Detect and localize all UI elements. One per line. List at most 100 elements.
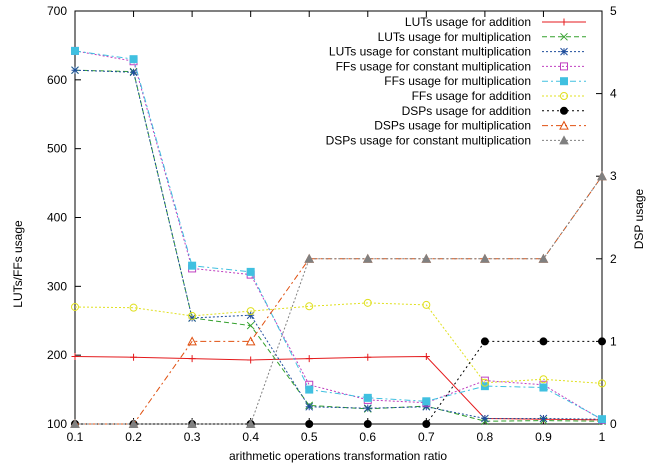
series-line bbox=[75, 175, 603, 425]
data-point bbox=[129, 68, 138, 77]
legend-entry: DSPs usage for addition bbox=[402, 104, 586, 118]
legend-entry: DSPs usage for multiplication bbox=[374, 119, 586, 133]
y-left-tick-label: 200 bbox=[47, 348, 67, 362]
data-point bbox=[560, 47, 568, 56]
data-point bbox=[188, 314, 196, 322]
y-left-tick-label: 300 bbox=[47, 279, 67, 293]
legend-label: FFs usage for multiplication bbox=[384, 74, 531, 88]
data-point bbox=[188, 311, 197, 320]
data-point bbox=[480, 378, 489, 387]
x-tick-label: 0.1 bbox=[67, 430, 84, 444]
y-right-tick-label: 2 bbox=[610, 252, 617, 266]
data-point bbox=[538, 253, 549, 263]
legend-label: FFs usage for addition bbox=[412, 89, 531, 103]
data-point bbox=[305, 302, 314, 311]
data-point bbox=[129, 303, 138, 312]
data-point bbox=[539, 383, 548, 392]
series-line bbox=[75, 340, 602, 425]
series-7 bbox=[71, 337, 606, 428]
y-left-tick-label: 700 bbox=[47, 4, 67, 18]
data-point bbox=[362, 253, 373, 263]
data-point bbox=[246, 321, 255, 330]
data-point bbox=[245, 336, 256, 346]
data-point bbox=[363, 393, 372, 402]
data-point bbox=[539, 414, 548, 423]
series-8 bbox=[70, 171, 607, 428]
x-tick-label: 0.2 bbox=[125, 430, 142, 444]
data-point bbox=[246, 267, 255, 276]
data-point bbox=[128, 418, 139, 428]
y-left-tick-label: 500 bbox=[47, 142, 67, 156]
x-tick-label: 0.6 bbox=[359, 430, 376, 444]
legend-entry: FFs usage for addition bbox=[412, 89, 586, 103]
legend-entry: LUTs usage for constant multiplication bbox=[329, 45, 586, 59]
data-point bbox=[560, 18, 568, 26]
data-point bbox=[559, 135, 569, 145]
legend-entry: LUTs usage for multiplication bbox=[378, 30, 586, 44]
data-point bbox=[246, 311, 255, 320]
series-lines bbox=[70, 46, 607, 428]
y-right-tick-label: 4 bbox=[610, 87, 617, 101]
data-point bbox=[71, 302, 79, 311]
data-point bbox=[422, 397, 431, 406]
legend-entry: FFs usage for multiplication bbox=[384, 74, 586, 88]
data-point bbox=[187, 336, 197, 346]
series-line bbox=[74, 50, 603, 421]
legend-label: LUTs usage for multiplication bbox=[378, 30, 531, 44]
data-point bbox=[539, 375, 548, 384]
y-axis-label-right: DSP usage bbox=[632, 188, 646, 249]
data-point bbox=[560, 62, 568, 71]
data-point bbox=[130, 353, 138, 361]
data-point bbox=[71, 66, 79, 75]
y-left-tick-label: 600 bbox=[47, 73, 67, 87]
data-point bbox=[188, 261, 197, 270]
data-point bbox=[71, 46, 79, 55]
data-point bbox=[480, 337, 489, 346]
data-point bbox=[559, 120, 569, 130]
data-point bbox=[71, 353, 79, 361]
data-point bbox=[597, 171, 607, 181]
x-tick-label: 0.9 bbox=[535, 430, 552, 444]
y-right-tick-label: 5 bbox=[610, 4, 617, 18]
data-point bbox=[363, 420, 372, 428]
y-right-tick-label: 3 bbox=[610, 169, 617, 183]
data-point bbox=[246, 307, 255, 316]
legend-entry: DSPs usage for constant multiplication bbox=[326, 133, 586, 147]
data-point bbox=[70, 418, 80, 428]
x-tick-label: 0.8 bbox=[477, 430, 494, 444]
data-point bbox=[363, 298, 372, 307]
data-point bbox=[422, 353, 430, 361]
series-line bbox=[74, 355, 603, 421]
legend-label: DSPs usage for multiplication bbox=[374, 119, 531, 133]
x-axis-label: arithmetic operations transformation rat… bbox=[229, 449, 447, 463]
data-point bbox=[598, 337, 606, 346]
data-point bbox=[364, 353, 372, 361]
series-1 bbox=[71, 353, 606, 424]
legend-label: DSPs usage for constant multiplication bbox=[326, 133, 531, 147]
data-point bbox=[305, 355, 313, 363]
y-left-tick-label: 100 bbox=[47, 417, 67, 431]
data-point bbox=[481, 414, 489, 423]
legend-label: LUTs usage for addition bbox=[405, 15, 531, 29]
data-point bbox=[560, 32, 568, 41]
y-axis-label-left: LUTs/FFs usage bbox=[11, 220, 25, 308]
data-point bbox=[422, 420, 431, 428]
x-tick-label: 0.5 bbox=[301, 430, 318, 444]
data-point bbox=[480, 253, 490, 263]
y-right-tick-label: 0 bbox=[610, 417, 617, 431]
data-point bbox=[188, 355, 196, 363]
series-line bbox=[74, 50, 603, 420]
series-line bbox=[74, 69, 603, 420]
data-point bbox=[598, 415, 606, 424]
data-point bbox=[245, 418, 256, 428]
data-point bbox=[305, 402, 314, 411]
data-point bbox=[560, 106, 568, 115]
y-left-tick-label: 400 bbox=[47, 211, 67, 225]
data-point bbox=[422, 402, 431, 411]
legend-entry: LUTs usage for addition bbox=[405, 15, 586, 29]
data-point bbox=[560, 77, 568, 86]
data-point bbox=[539, 337, 548, 346]
series-5 bbox=[71, 46, 606, 424]
